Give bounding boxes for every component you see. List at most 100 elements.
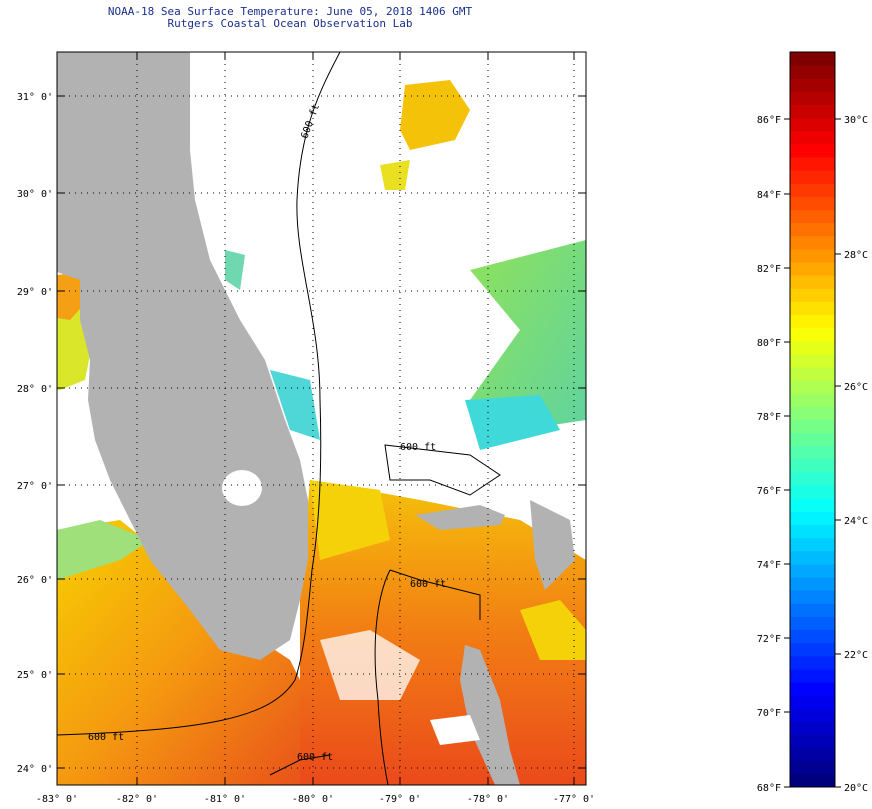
colorbar-segment [790,327,835,342]
east-coast-sst-cyan [270,370,320,440]
contour-600ft-bahamas [384,444,501,496]
colorbar-segment [790,695,835,709]
colorbar-segment [790,734,835,749]
colorbar-segment [790,721,835,736]
lat-label: 28° 0' [17,384,53,395]
lake-okeechobee-cloud [222,470,262,506]
cloud-south-patch [430,715,480,745]
colorbar-segment [790,419,835,434]
colorbar-segment [790,235,835,250]
lon-label: -78° 0' [467,794,509,805]
colorbar-segment [790,773,835,788]
lat-label: 31° 0' [17,92,53,103]
colorbar-segment [790,301,835,316]
colorbar-segment [790,642,835,657]
atlantic-sst-green [470,240,586,440]
north-warm-patch [400,80,470,150]
colorbar-segment [790,537,835,552]
fahrenheit-label: 80°F [757,338,781,349]
fahrenheit-label: 72°F [757,634,781,645]
colorbar-segment [790,485,835,499]
contour-label-west: 600 ft [88,732,124,743]
contour-label-channel: 600 ft [410,579,446,590]
fahrenheit-label: 82°F [757,264,781,275]
colorbar-segment [790,143,835,158]
celsius-label: 22°C [844,650,868,661]
north-warm-patch-2 [380,160,410,190]
colorbar-segment [790,78,835,92]
colorbar-segment [790,353,835,368]
lat-label: 27° 0' [17,481,53,492]
colorbar-segment [790,472,835,486]
straits-sst-yellow [310,480,390,560]
colorbar-segment [790,52,835,66]
colorbar-segment [790,367,835,381]
colorbar-segment [790,65,835,79]
cloud-west-patch [57,390,85,475]
fahrenheit-label: 70°F [757,708,781,719]
colorbar-segment [790,458,835,473]
celsius-label: 20°C [844,783,868,794]
colorbar-segment [790,524,835,539]
grand-bahama [415,505,505,530]
colorbar-segment [790,511,835,526]
atlantic-sst-cyan [465,395,560,450]
colorbar-segment [790,117,835,132]
celsius-label: 28°C [844,250,868,261]
fahrenheit-label: 78°F [757,412,781,423]
colorbar-segment [790,393,835,407]
straits-sst [300,480,586,785]
contour-label-bahamas: 600 ft [400,442,436,453]
title-line-1: NOAA-18 Sea Surface Temperature: June 05… [107,5,473,18]
colorbar-segment [790,209,835,224]
contour-600ft-south [269,754,331,776]
lon-label: -77° 0' [553,794,595,805]
north-coast-sst [225,250,245,290]
celsius-label: 30°C [844,115,868,126]
lat-label: 26° 0' [17,575,53,586]
colorbar-segment [790,91,835,106]
colorbar-segment [790,629,835,644]
colorbar-segment [790,157,835,171]
colorbar-segment [790,590,835,604]
contour-label-south: 600 ft [297,752,333,763]
lon-label: -81° 0' [204,794,246,805]
colorbar-segment [790,603,835,617]
andros-island [460,645,520,785]
colorbar-segment [790,222,835,237]
contour-600ft-main [57,52,341,736]
fahrenheit-label: 84°F [757,190,781,201]
celsius-label: 24°C [844,516,868,527]
map-area [57,52,586,785]
contour-600ft-channel [374,569,481,785]
colorbar-segment [790,130,835,145]
colorbar-segment [790,655,835,670]
colorbar-segment [790,262,835,276]
colorbar-border [789,51,836,788]
colorbar-segment [790,170,835,184]
colorbar-segment [790,196,835,211]
lat-label: 24° 0' [17,764,53,775]
colorbar-segment [790,498,835,512]
lat-label: 30° 0' [17,189,53,200]
colorbar-segment [790,682,835,696]
lon-label: -82° 0' [116,794,158,805]
lon-label: -80° 0' [292,794,334,805]
fahrenheit-label: 68°F [757,783,781,794]
colorbar-segment [790,760,835,775]
colorbar-segment [790,668,835,683]
colorbar: 86°F 84°F 82°F 80°F 78°F 76°F 74°F 72°F 70°F 68°F… [757,51,868,794]
colorbar-segment [790,563,835,578]
gulf-sst-south [57,520,310,785]
fahrenheit-label: 74°F [757,560,781,571]
colorbar-segment [790,340,835,355]
colorbar-segment [790,616,835,631]
colorbar-segment [790,708,835,722]
colorbar-segment [790,577,835,591]
celsius-label: 26°C [844,382,868,393]
lat-label: 25° 0' [17,670,53,681]
lat-label: 29° 0' [17,287,53,298]
colorbar-segment [790,288,835,302]
title-line-2: Rutgers Coastal Ocean Observation Lab [167,17,413,30]
